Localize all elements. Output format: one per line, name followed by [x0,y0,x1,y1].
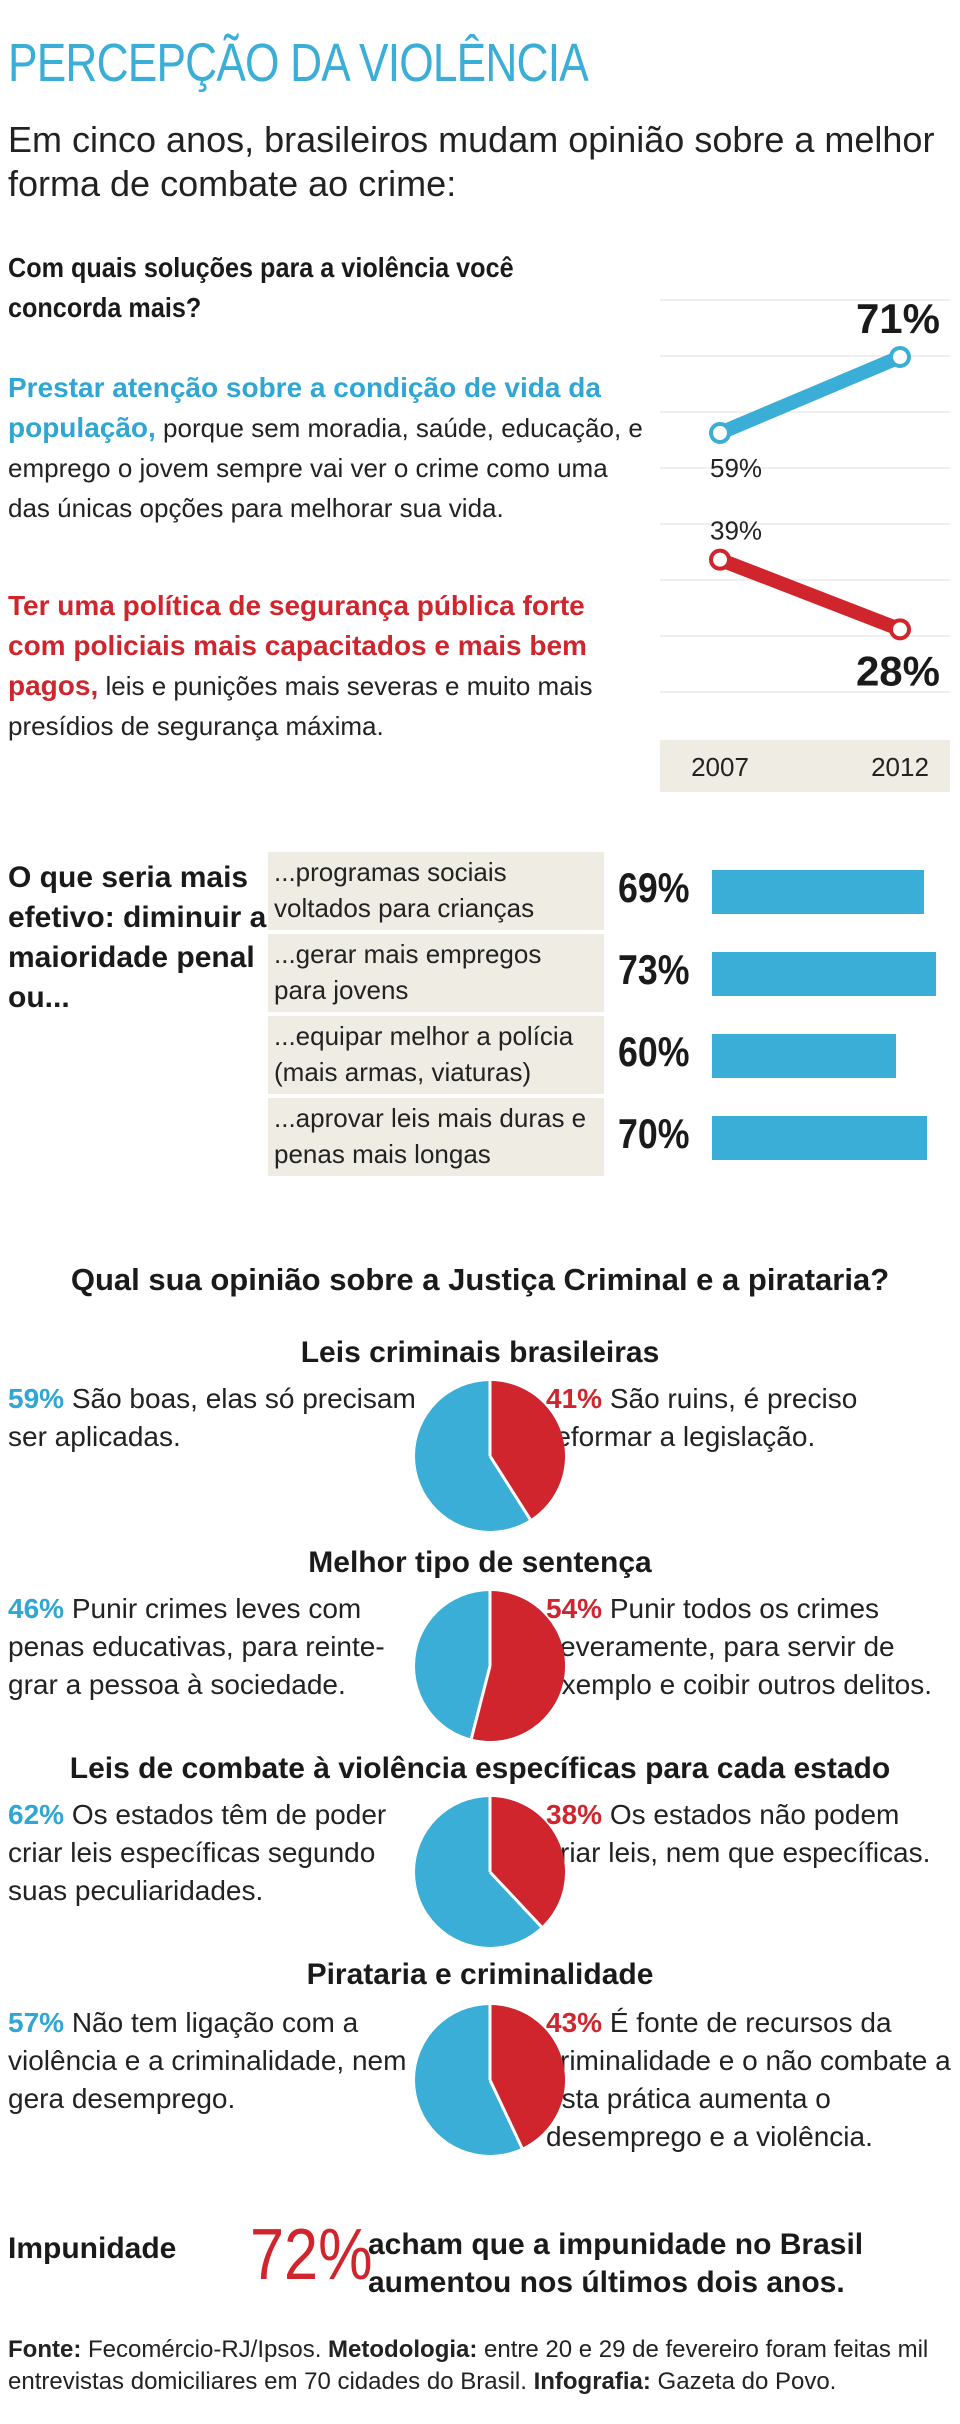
pie-left-description: São boas, elas só precisam ser aplicadas… [8,1383,416,1452]
pie-right-text: 38% Os estados não podem criar leis, nem… [546,1796,956,1872]
pie-divider [469,1665,492,1740]
trend-x-tick: 2007 [691,752,749,782]
pie-chart [415,2005,565,2155]
impunity-text: acham que a impunidade no Brasil aumento… [368,2228,864,2299]
pie-left-description: Não tem ligação com a violência e a crim… [8,2007,407,2114]
pie-right-description: É fonte de recursos da criminalidade e o… [546,2007,951,2152]
pie-left-description: Punir crimes leves com penas educativas,… [8,1593,385,1700]
trend-end-label: 71% [856,295,940,342]
trend-point [709,548,731,571]
bar-value-label: 73% [618,946,690,993]
pie-right-text: 54% Punir todos os crimes severamente, p… [546,1590,956,1704]
bar-value-label: 60% [618,1028,690,1075]
bar-value-label: 69% [618,864,690,911]
trend-option-security: Ter uma política de segurança pública fo… [8,586,648,746]
pie-title: Pirataria e criminalidade [306,1958,654,1991]
infographic-text: Gazeta do Povo. [650,2368,837,2395]
methodology-label: Metodologia: [328,2336,478,2363]
bar [712,870,924,914]
pie-title: Leis de combate à violência específicas … [69,1752,891,1785]
pies-question: Qual sua opinião sobre a Justiça Crimina… [70,1262,890,1297]
trend-chart-x-axis: 2007 2012 [691,752,929,782]
pie-left-percentage: 46% [8,1593,72,1624]
trend-x-tick: 2012 [871,752,929,782]
pie-right-percentage: 54% [546,1593,610,1624]
pie-title: Leis criminais brasileiras [300,1336,660,1369]
source-note: Fonte: Fecomércio-RJ/Ipsos. Metodologia:… [8,2334,952,2398]
pie-title: Melhor tipo de sentença [308,1546,652,1579]
bar-category-label: ...programas sociais voltados para crian… [268,852,604,930]
pie-left-text: 46% Punir crimes leves com penas educati… [8,1590,418,1704]
pie-right-description: Punir todos os crimes severamente, para … [546,1593,932,1700]
pie-chart [415,1381,565,1531]
trend-question: Com quais soluções para a violência você… [8,252,514,323]
trend-point [709,422,731,444]
trend-chart-axis-band [660,740,950,792]
trend-option-security-text: leis e punições mais severas e muito mai… [8,671,593,741]
trend-end-label: 28% [856,647,940,694]
pie-right-description: São ruins, é preciso reformar a legislaç… [546,1383,858,1452]
trend-start-label: 59% [710,453,762,483]
page-subtitle: Em cinco anos, brasileiros mudam opinião… [8,119,935,204]
trend-series-line [713,552,907,637]
bar-value-label: 70% [618,1110,690,1157]
pie-chart [415,1797,565,1947]
pie-divider [488,2079,524,2149]
trend-series-line [713,350,907,440]
pie-left-text: 57% Não tem ligação com a violência e a … [8,2004,418,2118]
bar [712,952,936,996]
pie-right-text: 43% É fonte de recursos da criminalidade… [546,2004,956,2156]
bars-question: O que seria mais efetivo: diminuir a mai… [8,861,267,1014]
impunity-percentage: 72% [250,2215,373,2295]
pie-right-percentage: 41% [546,1383,610,1414]
infographic-label: Infografia: [533,2368,651,2395]
trend-start-label: 39% [710,516,762,546]
pie-left-description: Os estados têm de poder criar leis espec… [8,1799,387,1906]
bar [712,1116,927,1160]
trend-chart-bg [660,240,950,800]
pie-left-percentage: 59% [8,1383,72,1414]
trend-chart-series: 59% 71% 39% 28% [709,295,940,694]
impunity-label: Impunidade [8,2232,177,2265]
pie-right-description: Os estados não podem criar leis, nem que… [546,1799,931,1868]
pie-slice-red [490,2005,565,2148]
trend-point [889,618,911,641]
pie-right-percentage: 38% [546,1799,610,1830]
bar-category-label: ...gerar mais empregos para jovens [268,934,604,1012]
pie-slice-red [471,1591,565,1741]
trend-option-security-strong: Ter uma política de segurança pública fo… [8,590,587,701]
methodology-text: entre 20 e 29 de fevereiro foram feitas … [8,2336,929,2395]
pie-chart [415,1591,565,1741]
bar-category-label: ...equipar melhor a polícia (mais armas,… [268,1016,604,1094]
bar-category-label: ...aprovar leis mais duras e penas mais … [268,1098,604,1176]
trend-option-social-text: porque sem moradia, saúde, educação, e e… [8,413,643,523]
bar [712,1034,896,1078]
pie-left-text: 62% Os estados têm de poder criar leis e… [8,1796,418,1910]
trend-point [889,346,911,368]
trend-option-social: Prestar atenção sobre a condição de vida… [8,368,648,528]
pie-left-percentage: 62% [8,1799,72,1830]
trend-line-chart: 2007 2012 59% 71% 39% 28% [660,240,950,800]
pie-right-text: 41% São ruins, é preciso reformar a legi… [546,1380,956,1456]
pie-slice-red [490,1797,565,1927]
pie-left-text: 59% São boas, elas só precisam ser aplic… [8,1380,418,1456]
pie-divider [488,1870,543,1928]
page-title: PERCEPÇÃO DA VIOLÊNCIA [8,33,589,93]
source-text: Fecomércio-RJ/Ipsos. [81,2336,329,2363]
pie-left-percentage: 57% [8,2007,72,2038]
pie-divider [488,1455,532,1521]
source-label: Fonte: [8,2336,82,2363]
trend-option-social-strong: Prestar atenção sobre a condição de vida… [8,372,601,443]
pie-right-percentage: 43% [546,2007,610,2038]
